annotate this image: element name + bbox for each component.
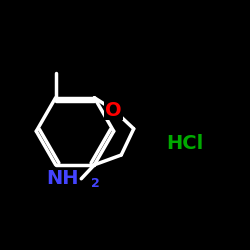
Text: 2: 2 bbox=[90, 177, 100, 190]
Text: HCl: HCl bbox=[166, 134, 203, 153]
Text: O: O bbox=[106, 100, 122, 119]
Text: NH: NH bbox=[46, 169, 79, 188]
